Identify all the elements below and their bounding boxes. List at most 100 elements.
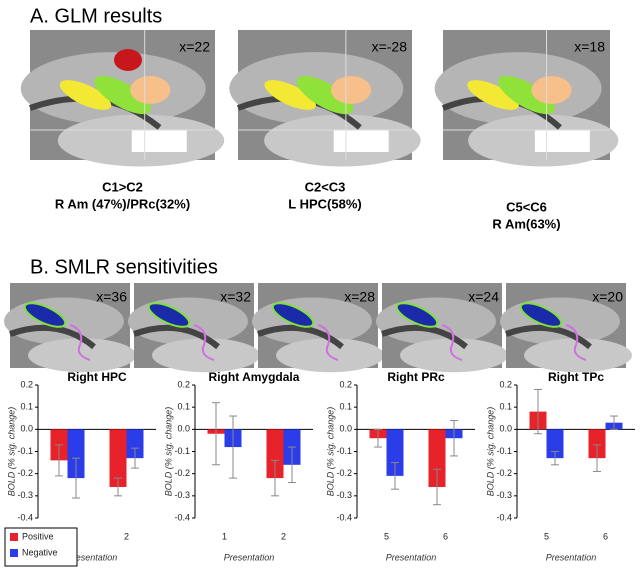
- y-tick-label: -0.1: [17, 446, 33, 456]
- y-tick-label: -0.1: [336, 446, 352, 456]
- y-tick-label: -0.3: [336, 490, 352, 500]
- region-label: R Am (47%)/PRc(32%): [55, 196, 190, 211]
- y-tick-label: -0.4: [496, 512, 512, 522]
- y-tick-label: 0.1: [339, 402, 352, 412]
- x-axis-label: Presentation: [546, 552, 597, 562]
- activation: [59, 80, 112, 110]
- activation: [531, 76, 572, 104]
- y-tick-label: 0.1: [177, 402, 190, 412]
- contrast-label: C1>C2: [102, 179, 143, 194]
- roi-outline: [441, 324, 463, 361]
- x-tick-label: 5: [544, 531, 549, 541]
- y-tick-label: -0.1: [174, 446, 190, 456]
- y-tick-label: 0.2: [499, 379, 512, 389]
- legend-label: Negative: [22, 547, 58, 557]
- slice-label: x=36: [96, 289, 127, 305]
- slice-label: x=28: [344, 289, 375, 305]
- activation: [331, 76, 372, 104]
- y-axis-label: BOLD (% sig. change): [6, 407, 16, 497]
- x-axis-label: Presentation: [67, 552, 118, 562]
- y-tick-label: -0.3: [496, 490, 512, 500]
- y-tick-label: -0.4: [336, 512, 352, 522]
- roi-outline: [69, 324, 91, 361]
- y-tick-label: -0.2: [17, 468, 33, 478]
- x-tick-label: 5: [384, 531, 389, 541]
- legend-label: Positive: [22, 531, 54, 541]
- y-tick-label: 0.0: [339, 424, 352, 434]
- bar: [266, 429, 284, 479]
- x-tick-label: 1: [222, 531, 227, 541]
- y-axis-label: BOLD (% sig. change): [163, 407, 173, 497]
- contrast-label: C2<C3: [305, 179, 346, 194]
- y-tick-label: -0.2: [174, 468, 190, 478]
- brain-tissue: [132, 324, 220, 350]
- contrast-label: C5<C6: [506, 199, 547, 214]
- slice-label: x=24: [468, 289, 499, 305]
- y-tick-label: -0.4: [17, 512, 33, 522]
- y-tick-label: 0.1: [499, 402, 512, 412]
- roi-outline: [565, 324, 587, 361]
- activation: [130, 76, 171, 104]
- slice-label: x=18: [574, 39, 605, 55]
- y-tick-label: 0.0: [499, 424, 512, 434]
- x-tick-label: 2: [281, 531, 286, 541]
- roi-outline: [271, 302, 315, 328]
- x-tick-label: 6: [443, 531, 448, 541]
- section-title: B. SMLR sensitivities: [30, 256, 218, 278]
- slice-label: x=22: [179, 39, 210, 55]
- roi-outline: [147, 302, 191, 328]
- brain-tissue: [504, 324, 592, 350]
- y-tick-label: 0.0: [20, 424, 33, 434]
- section-title: A. GLM results: [30, 5, 162, 27]
- x-tick-label: 2: [124, 531, 129, 541]
- y-tick-label: 0.2: [339, 379, 352, 389]
- y-tick-label: -0.4: [174, 512, 190, 522]
- roi-outline: [23, 302, 67, 328]
- chart-title: Right HPC: [67, 370, 127, 384]
- y-tick-label: -0.3: [17, 490, 33, 500]
- slice-label: x=-28: [372, 39, 408, 55]
- region-label: L HPC(58%): [288, 196, 361, 211]
- y-tick-label: -0.2: [496, 468, 512, 478]
- bar: [428, 429, 446, 487]
- activation: [264, 80, 316, 110]
- roi-outline: [193, 324, 215, 361]
- bar: [588, 429, 606, 459]
- region-label: R Am(63%): [492, 216, 560, 231]
- brain-tissue: [256, 324, 344, 350]
- activation: [333, 130, 389, 152]
- activation: [114, 49, 142, 71]
- y-tick-label: 0.0: [177, 424, 190, 434]
- legend-swatch: [10, 533, 18, 541]
- activation: [498, 75, 555, 115]
- activation: [296, 75, 354, 115]
- y-tick-label: -0.2: [336, 468, 352, 478]
- y-tick-label: 0.1: [20, 402, 33, 412]
- chart-title: Right Amygdala: [209, 370, 300, 384]
- roi-outline: [519, 302, 563, 328]
- legend-swatch: [10, 549, 18, 557]
- slice-label: x=20: [592, 289, 623, 305]
- chart-title: Right TPc: [548, 370, 604, 384]
- activation: [467, 80, 519, 110]
- y-axis-label: BOLD (% sig. change): [325, 407, 335, 497]
- bar: [386, 429, 404, 476]
- x-tick-label: 6: [603, 531, 608, 541]
- bar: [126, 429, 144, 459]
- y-tick-label: -0.3: [174, 490, 190, 500]
- roi-outline: [317, 324, 339, 361]
- slice-label: x=32: [220, 289, 251, 305]
- brain-tissue: [380, 324, 468, 350]
- x-axis-label: Presentation: [224, 552, 275, 562]
- activation: [131, 130, 187, 152]
- y-tick-label: 0.2: [20, 379, 33, 389]
- brain-tissue: [8, 324, 96, 350]
- y-tick-label: -0.1: [496, 446, 512, 456]
- bar: [109, 429, 127, 487]
- y-tick-label: 0.2: [177, 379, 190, 389]
- bar: [546, 429, 564, 459]
- y-axis-label: BOLD (% sig. change): [485, 407, 495, 497]
- roi-outline: [395, 302, 439, 328]
- x-axis-label: Presentation: [386, 552, 437, 562]
